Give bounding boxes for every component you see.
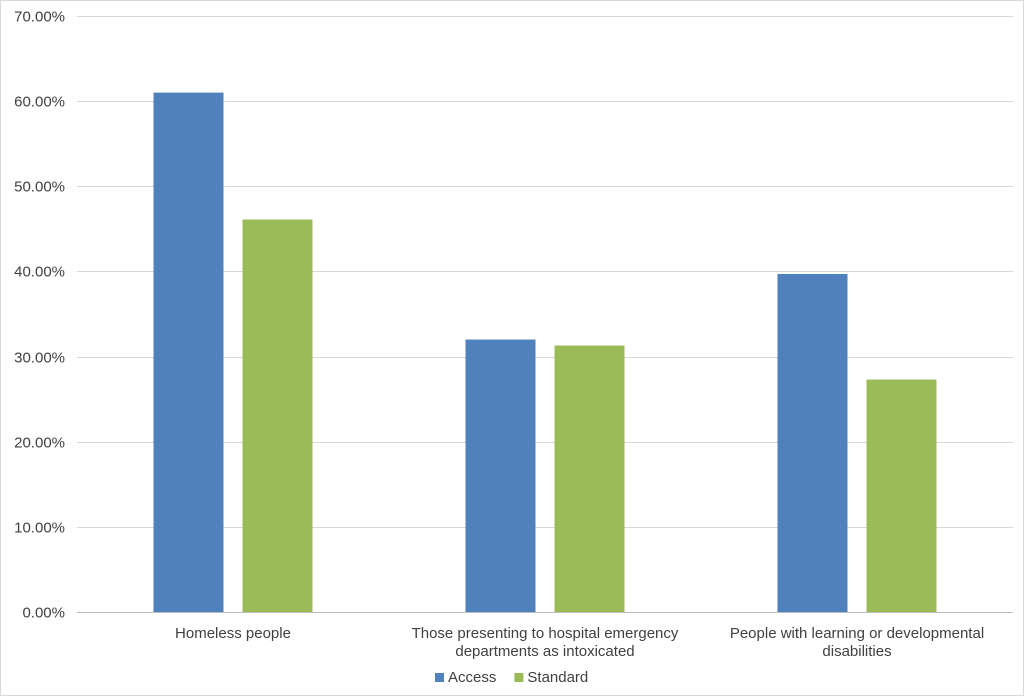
legend-label-standard: Standard <box>527 669 588 686</box>
bar-access-people-with-learning-or- <box>777 273 848 612</box>
legend-swatch-standard <box>514 673 524 682</box>
bars <box>153 92 937 613</box>
y-tick-label-60: 60.00% <box>14 94 65 111</box>
bar-standard-those-presenting-to-hosp <box>554 345 625 612</box>
y-tick-label-40: 40.00% <box>14 264 65 281</box>
y-axis-ticks: 0.00% 10.00% 20.00% 30.00% 40.00% 50.00% 60.00… <box>14 9 65 622</box>
y-tick-label-30: 30.00% <box>14 350 65 367</box>
bar-access-homeless-people <box>153 92 224 613</box>
y-tick-label-20: 20.00% <box>14 435 65 452</box>
category-labels: Homeless people Those presenting to hospi… <box>175 625 984 660</box>
y-tick-label-70: 70.00% <box>14 9 65 26</box>
bar-standard-people-with-learning-or- <box>866 379 937 612</box>
legend: Access Standard <box>435 669 588 686</box>
legend-label-access: Access <box>448 669 496 686</box>
y-tick-label-10: 10.00% <box>14 520 65 537</box>
y-tick-label-0: 0.00% <box>22 605 65 622</box>
bar-standard-homeless-people <box>242 219 313 612</box>
x-category-label: People with learning or developmental dis… <box>730 625 984 660</box>
bar-access-those-presenting-to-hosp <box>465 339 536 612</box>
legend-swatch-access <box>435 673 444 682</box>
y-tick-label-50: 50.00% <box>14 179 65 196</box>
x-category-label: Homeless people <box>175 625 291 642</box>
x-category-label: Those presenting to hospital emergency de… <box>412 625 679 660</box>
gridlines <box>77 16 1013 528</box>
